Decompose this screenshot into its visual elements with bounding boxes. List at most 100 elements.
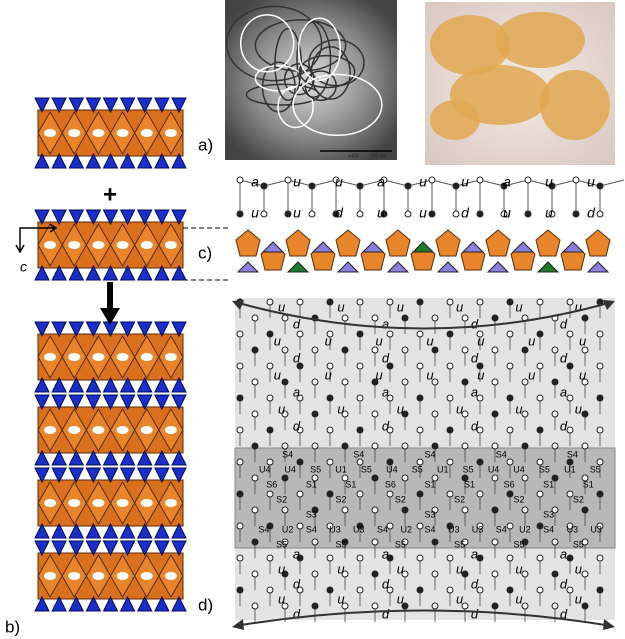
cavity [141, 499, 153, 507]
chain-label: d [587, 205, 596, 221]
net-node [432, 539, 438, 545]
net-node [267, 427, 273, 433]
net-node [537, 523, 543, 529]
tetrahedron [488, 262, 508, 272]
chain-label: a [503, 174, 511, 190]
net-label: d [560, 576, 568, 591]
cavity [68, 241, 80, 249]
cavity [44, 572, 56, 580]
net-node [372, 571, 378, 577]
net-label: U3 [448, 524, 460, 534]
net-label: d [560, 418, 568, 433]
scale-length: 200 um [370, 153, 387, 159]
cavity [141, 241, 153, 249]
chain-bond [384, 180, 408, 186]
polyhedron [286, 230, 310, 256]
net-node [327, 555, 333, 561]
net-node [567, 363, 573, 369]
net-label: S3 [306, 509, 317, 519]
net-label: u [278, 401, 285, 416]
net-label: S3 [543, 509, 554, 519]
net-node [237, 459, 243, 465]
net-label: d [471, 576, 479, 591]
cavity [141, 129, 153, 137]
cavity [92, 499, 104, 507]
net-label: S1 [306, 479, 317, 489]
net-label: U2 [282, 524, 294, 534]
net-node [567, 331, 573, 337]
cavity [141, 353, 153, 361]
net-label: S5 [412, 464, 423, 474]
net-label: S4 [258, 524, 269, 534]
net-node [357, 331, 363, 337]
chain-label: u [461, 174, 469, 190]
tetrahedron [563, 242, 583, 252]
net-label: S4 [424, 449, 435, 459]
cavity [117, 499, 129, 507]
chain-label: u [503, 205, 511, 221]
tetrahedron [413, 242, 433, 252]
net-node [582, 411, 588, 417]
net-label: U3 [590, 524, 602, 534]
net-label: u [456, 591, 463, 606]
net-node [492, 539, 498, 545]
net-node [597, 491, 603, 497]
plus-sign: + [103, 181, 117, 208]
tetrahedron [238, 262, 258, 272]
net-node [267, 555, 273, 561]
polyhedron [336, 230, 360, 256]
net-node [462, 443, 468, 449]
net-node [342, 315, 348, 321]
crystal [495, 12, 585, 68]
net-node [237, 331, 243, 337]
net-node [372, 603, 378, 609]
net-node [387, 331, 393, 337]
chain-node [261, 211, 267, 217]
net-node [552, 411, 558, 417]
net-node [327, 459, 333, 465]
net-label: u [579, 367, 586, 382]
net-label: a [293, 384, 300, 399]
net-node [252, 475, 258, 481]
net-node [447, 363, 453, 369]
net-node [297, 459, 303, 465]
polyhedron [436, 230, 460, 256]
net-node [507, 523, 513, 529]
net-node [387, 299, 393, 305]
chain-node [525, 211, 531, 217]
chain-label: u [587, 174, 595, 190]
net-label: S4 [353, 449, 364, 459]
net-node [327, 491, 333, 497]
cavity [165, 353, 177, 361]
cavity [68, 129, 80, 137]
net-node [567, 555, 573, 561]
net-node [582, 315, 588, 321]
net-node [567, 587, 573, 593]
net-label: S6 [504, 479, 515, 489]
net-node [447, 331, 453, 337]
net-label: S2 [573, 494, 584, 504]
net-node [282, 347, 288, 353]
net-label: U3 [567, 524, 579, 534]
net-node [252, 539, 258, 545]
net-node [492, 379, 498, 385]
chain-node [357, 183, 363, 189]
net-node [417, 363, 423, 369]
net-label: U2 [401, 524, 413, 534]
tetrahedron [538, 262, 558, 272]
net-node [372, 411, 378, 417]
net-label: u [426, 333, 433, 348]
net-node [492, 411, 498, 417]
chain-node [429, 211, 435, 217]
chain-label: u [335, 174, 343, 190]
net-node [267, 491, 273, 497]
net-node [552, 539, 558, 545]
net-label: u [278, 591, 285, 606]
chain-label: u [377, 205, 385, 221]
net-node [402, 315, 408, 321]
net-node [417, 555, 423, 561]
net-label: u [456, 561, 463, 576]
net-label: U1 [564, 464, 576, 474]
net-label: U3 [353, 524, 365, 534]
net-node [492, 603, 498, 609]
